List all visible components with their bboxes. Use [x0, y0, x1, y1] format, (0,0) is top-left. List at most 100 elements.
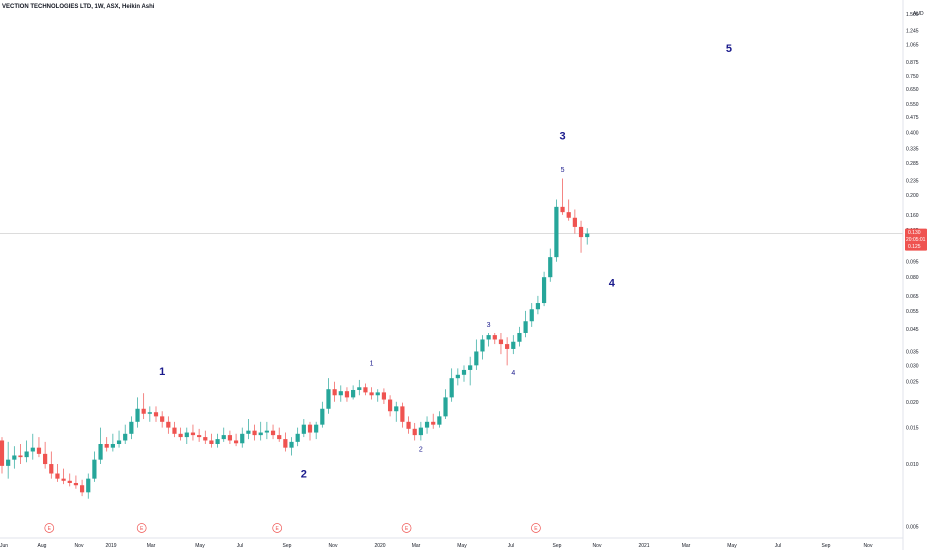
x-tick-label: Jun — [0, 543, 8, 549]
candle — [129, 416, 134, 440]
candle-body — [147, 412, 152, 414]
candle-body — [455, 374, 460, 379]
candle-body — [55, 473, 60, 479]
candle — [141, 393, 146, 420]
candle-body — [184, 432, 189, 438]
candle — [326, 378, 331, 414]
candle-body — [209, 440, 214, 444]
candle — [523, 310, 528, 338]
candle-body — [578, 226, 584, 238]
y-tick-label: 0.005 — [906, 524, 919, 530]
candle-body — [406, 421, 411, 429]
candle-body — [277, 435, 282, 440]
candle — [585, 228, 590, 245]
wave-label-minor: 3 — [487, 322, 491, 329]
time-axis[interactable]: Jun Aug Nov 2019 Mar May Jul Sep Nov 2020 Mar May Ju… — [0, 543, 873, 549]
candle-body — [424, 421, 430, 428]
x-tick-label: Sep — [283, 543, 292, 549]
candle-body — [166, 421, 171, 428]
candle — [172, 421, 177, 438]
x-tick-label: Sep — [553, 543, 562, 549]
plot-area[interactable] — [0, 178, 903, 499]
earnings-letter: E — [48, 526, 52, 532]
candle-body — [418, 427, 423, 436]
candle — [209, 433, 214, 448]
candle-body — [548, 257, 553, 278]
earnings-marker: E — [272, 523, 283, 533]
candle-body — [468, 365, 473, 370]
x-tick-label: May — [727, 543, 737, 549]
x-tick-label: Nov — [75, 543, 84, 549]
y-tick-label: 1.245 — [906, 29, 919, 35]
candle — [110, 433, 115, 452]
candle — [215, 433, 220, 448]
wave-label-minor: 2 — [419, 446, 423, 453]
candle — [166, 416, 171, 434]
y-tick-label: 0.160 — [906, 213, 919, 219]
y-tick-label: 0.080 — [906, 275, 919, 281]
candle — [197, 428, 202, 442]
candle — [566, 199, 571, 221]
candle-body — [270, 430, 276, 436]
candle — [277, 427, 282, 442]
y-tick-label: 0.010 — [906, 462, 919, 468]
candle-body — [480, 339, 485, 352]
wave-labels: 1 2 3 4 5 1 2 3 4 5 — [159, 43, 732, 481]
candle-body — [529, 309, 534, 322]
x-tick-label: Jul — [508, 543, 514, 549]
candle — [12, 446, 17, 469]
candle-body — [449, 378, 454, 398]
candle — [461, 365, 467, 382]
candle — [541, 271, 547, 307]
candle-body — [240, 433, 245, 444]
earnings-circle — [272, 523, 283, 533]
candle-body — [369, 392, 374, 396]
earnings-circle — [531, 523, 541, 533]
candle — [203, 430, 208, 444]
candle-body — [375, 392, 380, 396]
candle — [437, 411, 442, 428]
price-axis[interactable]: 0.005 0.010 0.015 0.020 0.025 0.030 0.035 0.045… — [906, 11, 924, 530]
earnings-letter: E — [140, 526, 144, 532]
candle-body — [178, 433, 183, 438]
candle-body — [197, 435, 202, 438]
x-tick-label: May — [195, 543, 205, 549]
x-tick-label: May — [457, 543, 467, 549]
candle — [49, 451, 54, 479]
candle-body — [486, 335, 491, 340]
candle-body — [233, 440, 239, 444]
candle-body — [307, 424, 313, 433]
candle — [283, 432, 288, 452]
y-tick-label: 0.020 — [906, 400, 919, 406]
candle-body — [437, 416, 442, 425]
candle-body — [585, 233, 590, 238]
candle-body — [116, 440, 122, 444]
candle-body — [227, 435, 233, 441]
candle — [178, 427, 183, 441]
y-tick-label: 0.875 — [906, 60, 919, 66]
candle — [560, 178, 565, 215]
candle-body — [141, 408, 146, 414]
last-price-box — [905, 228, 927, 251]
earnings-marker: E — [401, 523, 412, 533]
candle-body — [301, 424, 306, 434]
candle — [55, 464, 60, 482]
candle-body — [36, 447, 42, 454]
candle — [18, 443, 23, 465]
candle — [511, 335, 516, 355]
candle — [332, 381, 337, 402]
wave-label-major: 1 — [159, 366, 165, 378]
candle-body — [461, 369, 467, 375]
candle — [98, 427, 103, 465]
candle — [455, 368, 460, 386]
candle-body — [0, 440, 5, 466]
wave-label-major: 5 — [726, 43, 732, 55]
x-tick-label: Aug — [38, 543, 47, 549]
x-tick-label: 2019 — [105, 543, 116, 549]
candle — [369, 387, 374, 400]
candle-body — [172, 427, 177, 434]
x-tick-label: Nov — [593, 543, 602, 549]
candle-body — [135, 408, 140, 422]
candle-body — [431, 421, 436, 425]
